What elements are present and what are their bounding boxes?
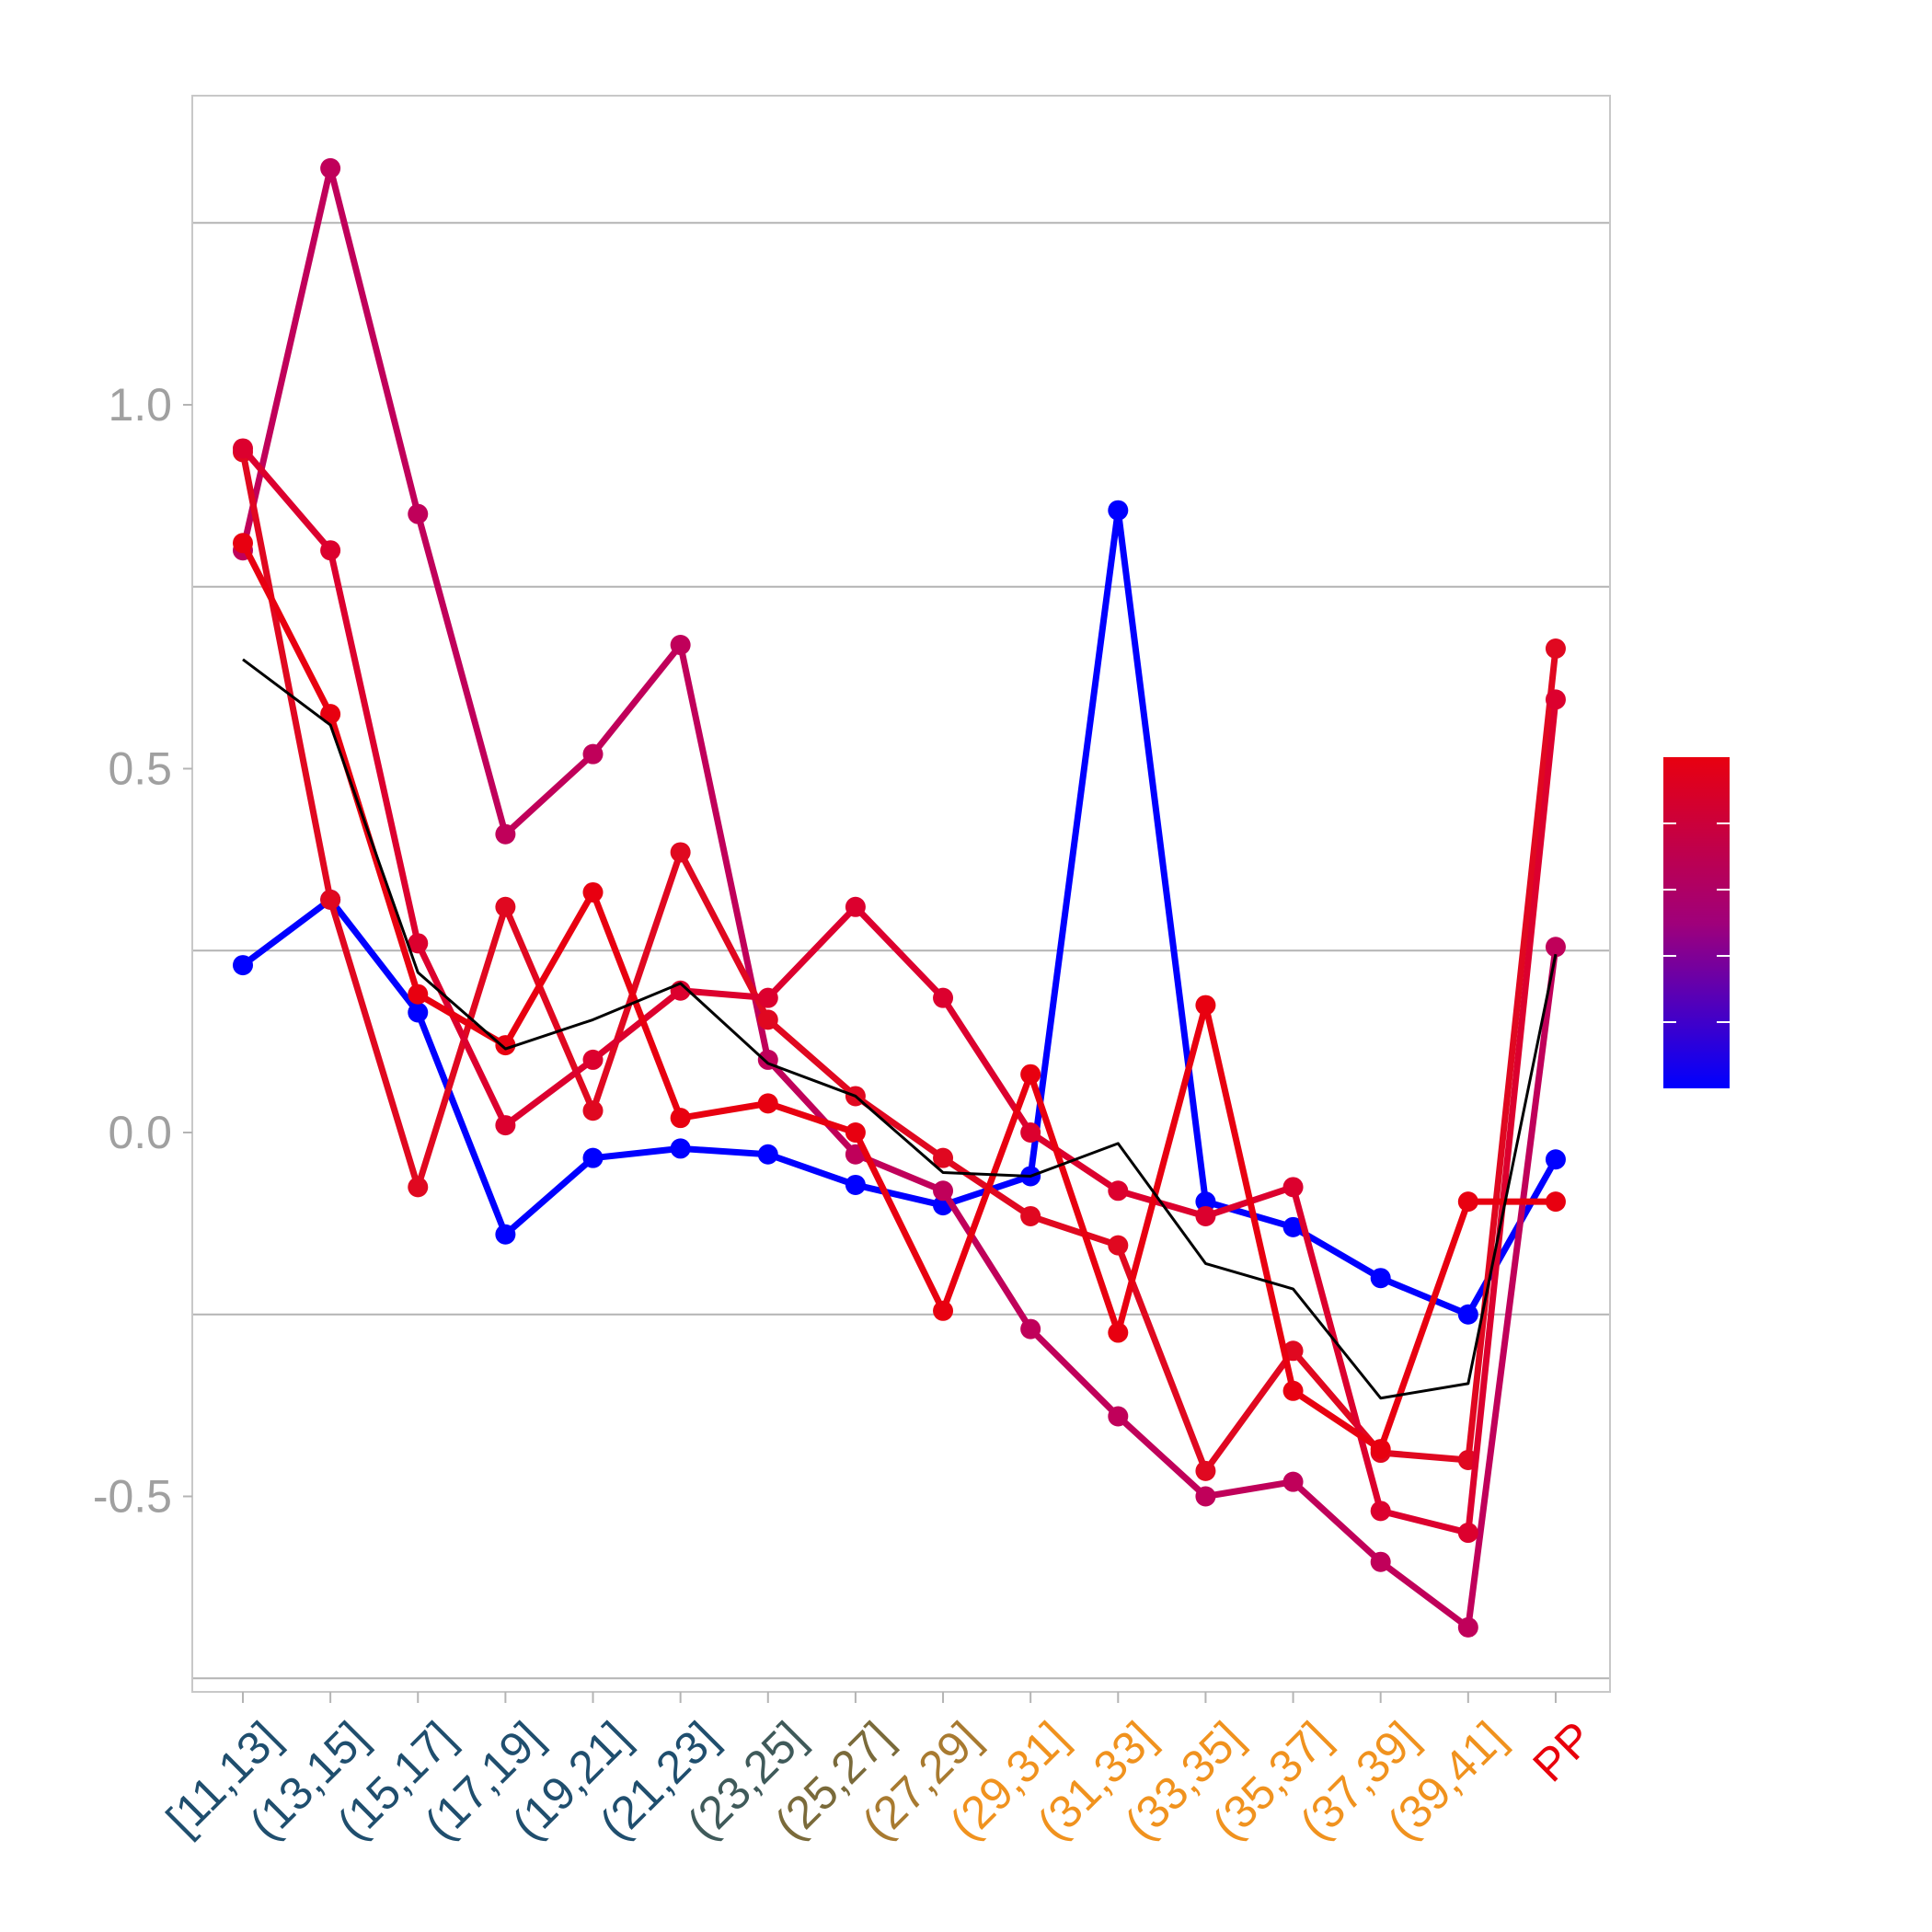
series-line-2 [239, 451, 1559, 1475]
x-tick-label-15: PP [1523, 1712, 1603, 1792]
series-1-point-11 [1195, 1486, 1216, 1507]
y-tick-label-3: 1.0 [108, 379, 172, 431]
series-3-point-14 [1457, 1523, 1478, 1544]
series-2-point-10 [1108, 1235, 1129, 1256]
series-4-point-13 [1370, 1439, 1391, 1460]
series-3-point-0 [233, 438, 253, 459]
series-line-4 [239, 541, 1556, 1453]
series-3-point-1 [320, 540, 341, 561]
series-0-point-15 [1545, 1149, 1566, 1170]
series-2-point-3 [495, 896, 516, 917]
series-2-point-9 [1020, 1205, 1041, 1226]
series-group [233, 157, 1566, 1638]
plot-border [191, 95, 1611, 1693]
series-4-point-7 [845, 1122, 866, 1143]
series-4-point-15 [1545, 1191, 1566, 1213]
series-1-point-1 [320, 157, 341, 178]
series-2-point-2 [408, 1177, 429, 1198]
series-0-point-6 [757, 1144, 778, 1165]
series-3-point-13 [1370, 1501, 1391, 1522]
series-0-point-2 [408, 1002, 429, 1023]
series-4-point-2 [408, 983, 429, 1005]
series-3-point-8 [933, 987, 954, 1008]
series-4-point-8 [933, 1300, 954, 1321]
series-0-point-0 [233, 955, 253, 976]
series-0-point-10 [1108, 500, 1129, 521]
series-4-point-1 [320, 704, 341, 725]
series-2-point-11 [1195, 1460, 1216, 1481]
series-4-point-11 [1195, 995, 1216, 1016]
series-2-point-1 [320, 889, 341, 910]
x-axis: [11,13](13,15](15,17](17,19](19,21](21,2… [156, 1692, 1603, 1849]
series-4-point-12 [1282, 1380, 1304, 1401]
series-0-point-7 [845, 1174, 866, 1195]
series-3-point-9 [1020, 1122, 1041, 1143]
series-3-point-4 [582, 1049, 604, 1070]
series-3-point-11 [1195, 1205, 1216, 1226]
series-1-point-13 [1370, 1551, 1391, 1572]
series-3-point-3 [495, 1115, 516, 1136]
series-3-point-6 [757, 987, 778, 1008]
series-2-point-5 [670, 842, 691, 863]
series-1-point-5 [670, 635, 691, 656]
y-tick-label-1: 0.0 [108, 1107, 172, 1158]
y-axis: -0.5 0.0 0.5 1.0 [93, 379, 192, 1523]
series-4-point-3 [495, 1035, 516, 1056]
series-line-5 [242, 658, 1558, 1400]
series-0-point-11 [1195, 1191, 1216, 1213]
series-3-point-7 [845, 896, 866, 917]
series-line-0 [240, 507, 1558, 1318]
series-1-point-15 [1545, 937, 1566, 958]
series-1-point-9 [1020, 1318, 1041, 1340]
series-2-point-6 [757, 1009, 778, 1030]
series-1-point-14 [1457, 1616, 1478, 1638]
series-4-point-14 [1457, 1191, 1478, 1213]
series-1-point-8 [933, 1180, 954, 1202]
series-4-point-4 [582, 881, 604, 903]
series-0-point-14 [1457, 1304, 1478, 1325]
series-0-point-5 [670, 1138, 691, 1159]
y-tick-label-0: -0.5 [93, 1471, 172, 1523]
series-1-point-3 [495, 823, 516, 845]
series-1-point-2 [408, 503, 429, 524]
series-4-point-9 [1020, 1064, 1041, 1085]
series-2-point-4 [582, 1100, 604, 1121]
series-0-point-13 [1370, 1268, 1391, 1289]
series-line-3 [240, 446, 1559, 1536]
series-0-point-12 [1282, 1216, 1304, 1237]
series-1-point-10 [1108, 1406, 1129, 1427]
series-0-point-3 [495, 1224, 516, 1245]
series-0-point-4 [582, 1147, 604, 1168]
series-3-point-12 [1282, 1177, 1304, 1198]
plot-background [192, 96, 1610, 1692]
series-4-point-10 [1108, 1322, 1129, 1343]
series-1-point-4 [582, 743, 604, 765]
series-4-point-0 [233, 533, 253, 554]
color-legend [1663, 757, 1730, 1088]
colorbar [1663, 757, 1730, 1088]
series-4-point-6 [757, 1093, 778, 1114]
series-1-point-12 [1282, 1471, 1304, 1492]
series-3-point-10 [1108, 1180, 1129, 1202]
y-tick-label-2: 0.5 [108, 743, 172, 795]
series-4-point-5 [670, 1108, 691, 1129]
series-2-point-8 [933, 1147, 954, 1168]
series-3-point-2 [408, 933, 429, 954]
series-line-1 [239, 165, 1559, 1631]
series-2-point-15 [1545, 638, 1566, 659]
series-3-point-15 [1545, 689, 1566, 710]
